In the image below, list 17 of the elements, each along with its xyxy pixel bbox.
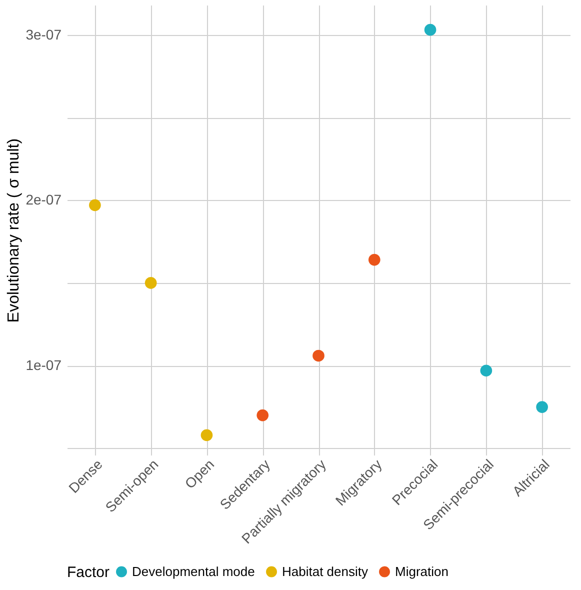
legend-label: Migration [395, 564, 448, 579]
point [89, 199, 101, 212]
point [312, 350, 324, 362]
point [200, 429, 213, 442]
y-tick-label: 2e-07 [26, 192, 62, 208]
point [536, 401, 548, 413]
legend-label: Developmental mode [132, 564, 255, 579]
y-tick-label: 3e-07 [26, 26, 62, 42]
legend-title: Factor [67, 564, 110, 581]
legend-label: Habitat density [282, 564, 368, 579]
point [424, 24, 436, 36]
y-tick-label: 1e-07 [26, 357, 62, 374]
point [256, 409, 269, 422]
point [368, 254, 380, 266]
y-axis-title: Evolutionary rate ( σ mult) [6, 138, 23, 323]
point [144, 277, 157, 289]
point [480, 364, 492, 377]
